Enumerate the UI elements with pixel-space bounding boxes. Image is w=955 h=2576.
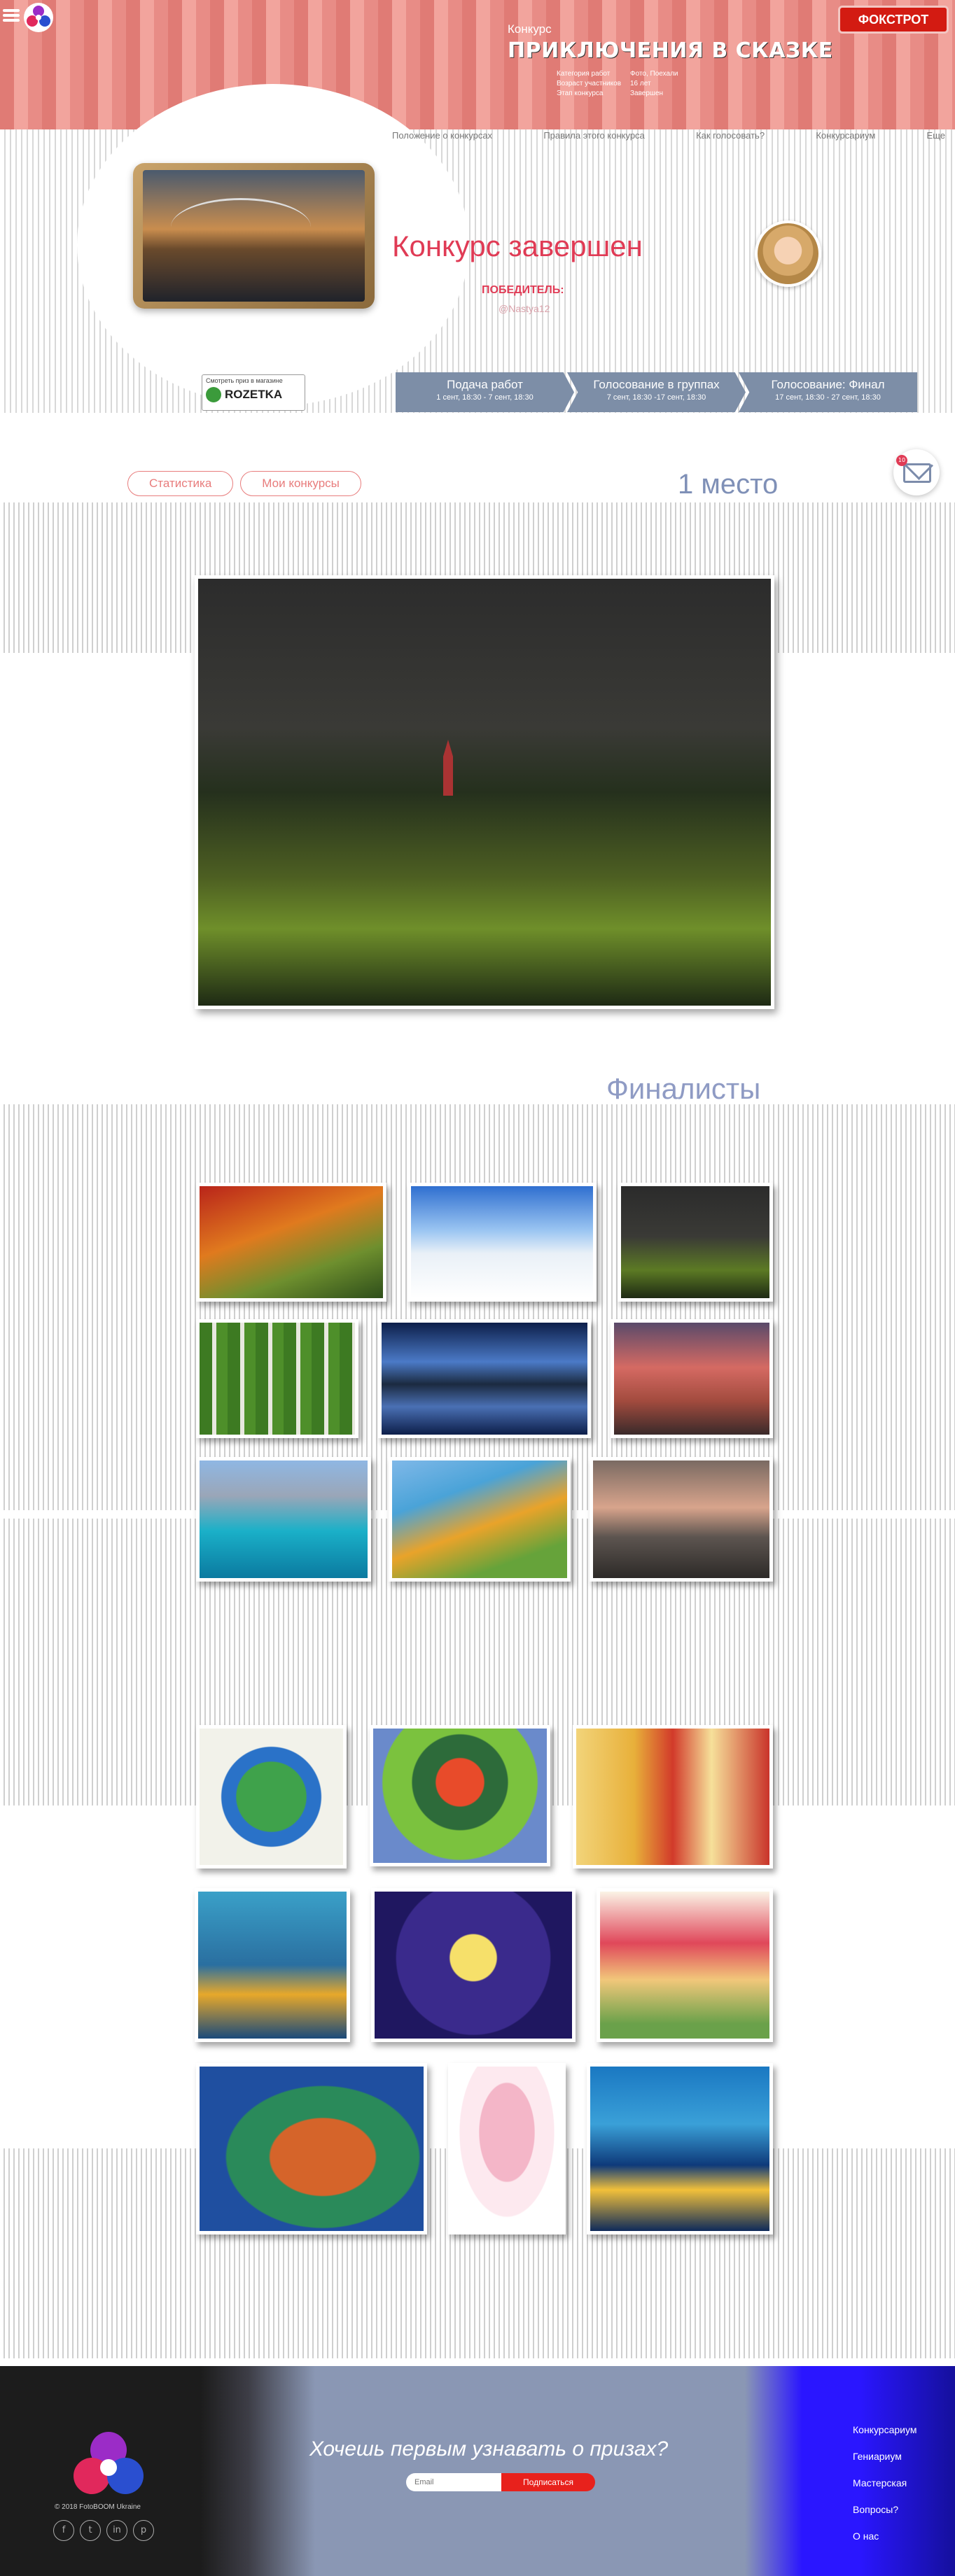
- rozetka-caption: Смотреть приз в магазине: [206, 377, 283, 384]
- finalist-drawing[interactable]: [371, 1888, 576, 2042]
- email-input[interactable]: [406, 2473, 504, 2491]
- footer-link-questions[interactable]: Вопросы?: [853, 2504, 899, 2515]
- footer-links: Конкурсариум Гениариум Мастерская Вопрос…: [853, 2424, 916, 2557]
- tabs: Статистика Мои конкурсы: [127, 471, 361, 496]
- copyright: © 2018 FotoBOOM Ukraine: [55, 2503, 141, 2511]
- winner-label: ПОБЕДИТЕЛЬ:: [482, 284, 564, 296]
- winner-name[interactable]: @Nastya12: [499, 303, 550, 314]
- contest-title: ПРИКЛЮЧЕНИЯ В СКАЗКЕ: [508, 38, 833, 63]
- finalist-drawing[interactable]: [196, 1725, 347, 1868]
- menu-icon[interactable]: [3, 7, 20, 24]
- nav-how-to-vote[interactable]: Как голосовать?: [696, 130, 765, 141]
- finalist-photo[interactable]: [196, 1183, 386, 1302]
- finalist-photo[interactable]: [196, 1319, 358, 1438]
- contest-stages: Подача работ 1 сент, 18:30 - 7 сент, 18:3…: [396, 372, 917, 412]
- meta-row: Этап конкурса Завершен: [557, 90, 664, 97]
- nav-konkursarium[interactable]: Конкурсариум: [816, 130, 876, 141]
- stage-group-voting: Голосование в группах 7 сент, 18:30 -17 с…: [567, 372, 746, 412]
- tab-statistics[interactable]: Статистика: [127, 471, 234, 496]
- stage-submission: Подача работ 1 сент, 18:30 - 7 сент, 18:3…: [396, 372, 574, 412]
- subscribe-title: Хочешь первым узнавать о призах?: [309, 2437, 669, 2461]
- rozetka-name: ROZETKA: [225, 388, 283, 401]
- rozetka-link[interactable]: Смотреть приз в магазине ROZETKA: [202, 374, 305, 411]
- footer-link-workshop[interactable]: Мастерская: [853, 2477, 907, 2489]
- finalist-photo[interactable]: [378, 1319, 591, 1438]
- finalist-photo[interactable]: [611, 1319, 773, 1438]
- contest-meta: Категория работ Фото, Поехали Возраст уча…: [557, 70, 678, 99]
- finalist-photo[interactable]: [407, 1183, 597, 1302]
- nav-rules-general[interactable]: Положение о конкурсах: [392, 130, 493, 141]
- contest-nav: Положение о конкурсах Правила этого конк…: [392, 130, 945, 144]
- facebook-icon[interactable]: f: [53, 2520, 74, 2541]
- instagram-icon[interactable]: in: [106, 2520, 127, 2541]
- finalist-drawing[interactable]: [195, 1888, 350, 2042]
- mail-icon[interactable]: 10: [893, 449, 940, 495]
- finalist-photo[interactable]: [196, 1457, 371, 1582]
- header: Конкурс ПРИКЛЮЧЕНИЯ В СКАЗКЕ Категория р…: [0, 0, 955, 129]
- nav-rules-contest[interactable]: Правила этого конкурса: [543, 130, 645, 141]
- footer-logo-icon[interactable]: [67, 2426, 151, 2503]
- finalist-drawing[interactable]: [448, 2063, 566, 2234]
- footer-link-geniarium[interactable]: Гениариум: [853, 2451, 902, 2462]
- footer: © 2018 FotoBOOM Ukraine f t in p Хочешь …: [0, 2366, 955, 2576]
- footer-link-about[interactable]: О нас: [853, 2531, 879, 2542]
- winner-avatar[interactable]: [755, 220, 821, 287]
- stripe-band: [0, 1104, 955, 1510]
- foxtrot-logo[interactable]: ФОКСТРОТ: [838, 6, 949, 34]
- prize-tablet-image: [133, 163, 375, 309]
- contest-label: Конкурс: [508, 22, 552, 36]
- meta-row: Возраст участников 16 лет: [557, 80, 651, 87]
- pinterest-icon[interactable]: p: [133, 2520, 154, 2541]
- subscribe-button[interactable]: Подписаться: [501, 2473, 595, 2491]
- mail-badge: 10: [896, 455, 907, 466]
- tab-my-contests[interactable]: Мои конкурсы: [240, 471, 361, 496]
- winning-photo[interactable]: [195, 575, 774, 1009]
- finalist-photo[interactable]: [389, 1457, 571, 1582]
- finalists-title: Финалисты: [606, 1072, 761, 1105]
- finalist-drawing[interactable]: [597, 1888, 773, 2042]
- foxtrot-label: ФОКСТРОТ: [858, 13, 929, 27]
- brand: [0, 0, 63, 35]
- stage-final-voting: Голосование: Финал 17 сент, 18:30 - 27 се…: [739, 372, 917, 412]
- footer-link-konkursarium[interactable]: Конкурсариум: [853, 2424, 917, 2435]
- finalist-drawing[interactable]: [196, 2063, 427, 2234]
- social-links: f t in p: [53, 2520, 154, 2541]
- contest-status: Конкурс завершен: [392, 230, 643, 262]
- finalist-drawing[interactable]: [587, 2063, 773, 2234]
- nav-more[interactable]: Еще: [926, 130, 945, 141]
- finalist-photo[interactable]: [590, 1457, 773, 1582]
- finalist-photo[interactable]: [618, 1183, 773, 1302]
- finalist-drawing[interactable]: [370, 1725, 550, 1866]
- twitter-icon[interactable]: t: [80, 2520, 101, 2541]
- meta-row: Категория работ Фото, Поехали: [557, 70, 678, 78]
- logo-icon[interactable]: [21, 1, 56, 34]
- rozetka-icon: [206, 387, 221, 402]
- place-label: 1 место: [678, 469, 779, 500]
- finalist-drawing[interactable]: [573, 1725, 773, 1868]
